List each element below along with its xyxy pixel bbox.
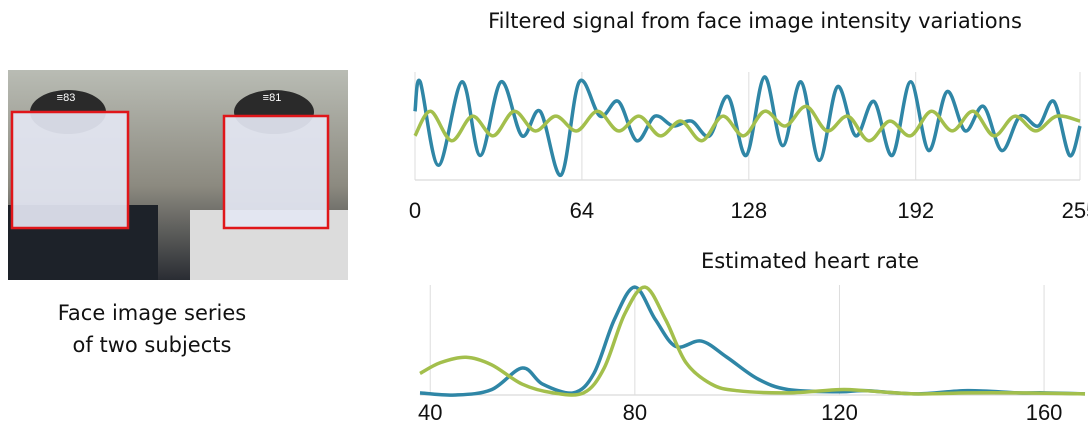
x-tick-label: 40	[418, 400, 442, 425]
x-tick-label: 192	[897, 198, 934, 223]
signal-line	[419, 285, 1086, 397]
x-tick-label: 160	[1026, 400, 1063, 425]
chart-title: Estimated heart rate	[701, 249, 919, 273]
x-tick-label: 120	[821, 400, 858, 425]
photo: ≡83 ≡81	[8, 70, 348, 280]
subject-label: ≡81	[263, 92, 282, 104]
x-tick-label: 80	[623, 400, 647, 425]
caption: Face image series	[58, 301, 246, 325]
caption: of two subjects	[73, 333, 232, 357]
face-box	[10, 110, 130, 230]
signal-line	[413, 75, 1082, 177]
x-tick-label: 255	[1062, 198, 1088, 223]
signal-line	[419, 285, 1086, 397]
signal-line	[413, 104, 1081, 143]
subject-label: ≡83	[57, 92, 76, 104]
x-tick-label: 128	[730, 198, 767, 223]
chart-title: Filtered signal from face image intensit…	[488, 9, 1022, 33]
x-tick-label: 0	[409, 198, 421, 223]
x-tick-label: 64	[570, 198, 594, 223]
face-box	[222, 114, 330, 230]
